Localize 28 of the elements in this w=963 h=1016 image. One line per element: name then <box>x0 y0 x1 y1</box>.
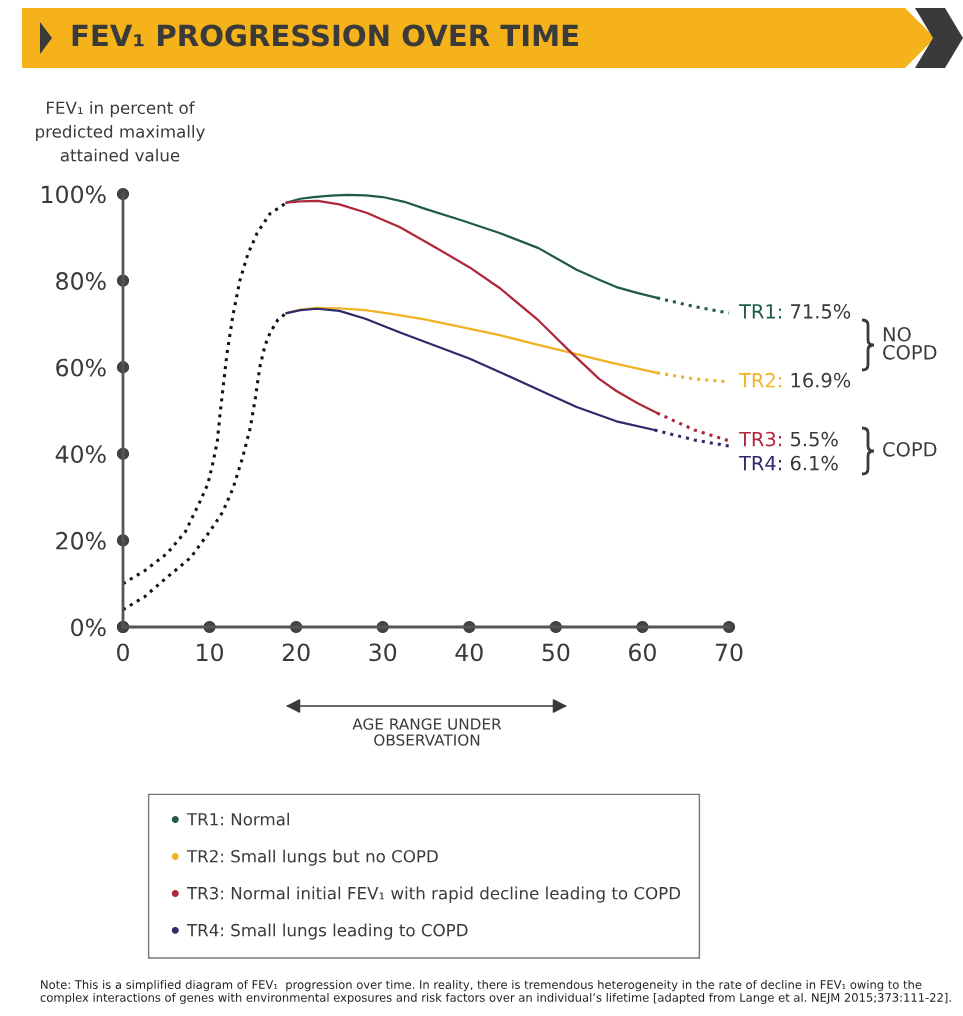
y-tick-label: 40% <box>55 445 106 464</box>
y-tick-label: 100% <box>42 185 106 204</box>
legend-label: TR4: Small lungs leading to COPD <box>186 923 468 940</box>
legend-label: TR3: Normal initial FEV₁ with rapid decline leading to COPD <box>186 886 681 903</box>
text: AGE RANGE UNDER OBSERVATION <box>352 718 502 746</box>
y-tick-label: 0% <box>71 618 106 637</box>
y-axis-title: FEV₁ in percent of predicted maximally attained value <box>36 101 205 162</box>
text: TR2: 16.9% <box>738 372 851 388</box>
x-tick-label: 20 <box>282 643 310 662</box>
x-tick-label: 0 <box>117 643 129 662</box>
y-tick-label: 60% <box>56 358 106 377</box>
x-tick-label: 70 <box>715 643 743 662</box>
x-tick-label: 60 <box>629 643 656 662</box>
x-tick-label: 10 <box>197 643 224 662</box>
text: COPD <box>883 441 937 457</box>
y-tick-label: 20% <box>56 531 106 550</box>
legend-label: TR1: Normal <box>186 812 289 826</box>
x-tick-label: 40 <box>455 643 483 662</box>
text: TR1: 71.5% <box>738 304 851 319</box>
y-tick-label: 80% <box>56 272 106 290</box>
text: TR3: 5.5% <box>738 431 838 447</box>
text: TR4: 6.1% <box>738 455 838 471</box>
text: Note: This is a simplified diagram of FEV₁ progression over time. In reality, there is tremendous heterogeneity in the rate of decline in FEV₁ owing to the complex interactions of genes with environmental exposures and risk factors over an individual’s lifetime [adapted from Lange et al. NEJM 2015;373:111-22]. <box>40 980 951 1005</box>
text: NO COPD <box>883 326 937 360</box>
chart-title: FEV₁ PROGRESSION OVER TIME <box>72 24 578 47</box>
x-tick-label: 50 <box>542 643 570 662</box>
x-tick-label: 30 <box>369 643 397 662</box>
legend-label: TR2: Small lungs but no COPD <box>186 849 438 866</box>
